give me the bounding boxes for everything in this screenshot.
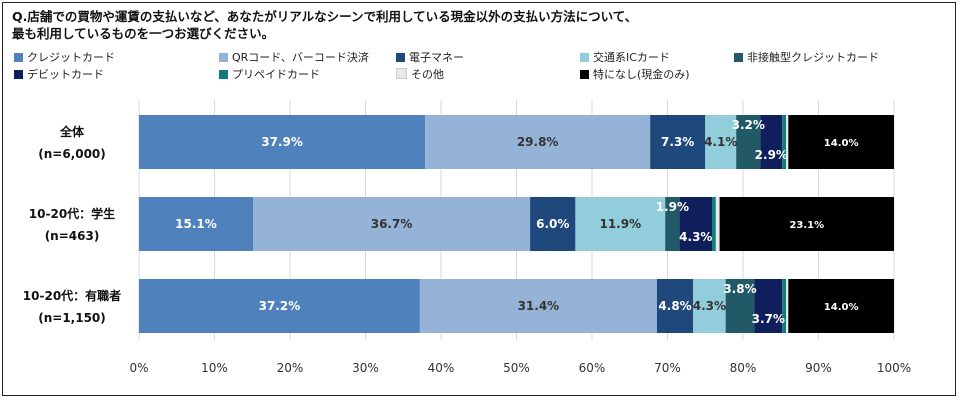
legend-item: 電子マネー: [396, 50, 464, 65]
bar-segment: [719, 197, 894, 251]
bar-segment: [760, 115, 783, 169]
bar-segment: [712, 197, 716, 251]
legend-item: 特になし(現金のみ): [580, 67, 690, 82]
data-label: 36.7%: [371, 217, 413, 231]
legend-item: プリペイドカード: [219, 67, 320, 82]
bar-segment: [139, 279, 420, 333]
bar-segment: [782, 279, 787, 333]
legend-label: プリペイドカード: [232, 68, 320, 81]
data-label: 14.0%: [824, 302, 859, 313]
legend-label: 交通系ICカード: [593, 51, 670, 64]
legend-swatch: [580, 53, 589, 62]
bar-segment: [656, 279, 694, 333]
x-tick-label: 0%: [129, 361, 148, 375]
bar-segment: [679, 197, 713, 251]
x-tick-label: 60%: [579, 361, 606, 375]
data-label: 29.8%: [517, 135, 559, 149]
legend-swatch: [580, 70, 589, 79]
legend-item: その他: [396, 67, 444, 82]
data-label: 4.3%: [679, 230, 712, 244]
bar-segment: [575, 197, 666, 251]
bar-segment: [693, 279, 726, 333]
x-tick-label: 20%: [277, 361, 304, 375]
legend-item: クレジットカード: [14, 50, 115, 65]
legend-label: 電子マネー: [409, 51, 464, 64]
legend: クレジットカード QRコード、バーコード決済 電子マネー 交通系ICカード 非接触型クレ…: [14, 50, 944, 88]
category-label: 全体: [59, 124, 85, 139]
data-label: 4.1%: [704, 135, 737, 149]
legend-label: デビットカード: [27, 68, 104, 81]
x-tick-label: 70%: [654, 361, 681, 375]
x-tick-label: 30%: [352, 361, 379, 375]
x-tick-label: 10%: [201, 361, 228, 375]
data-label: 14.0%: [824, 138, 859, 149]
legend-swatch: [396, 68, 407, 79]
data-label: 15.1%: [175, 217, 217, 231]
bar-segment: [725, 279, 755, 333]
legend-swatch: [219, 53, 228, 62]
data-label: 31.4%: [518, 299, 560, 313]
bar-segment: [650, 115, 706, 169]
x-tick-label: 90%: [805, 361, 832, 375]
chart-title: Q.店舗での買物や運賃の支払いなど、あなたがリアルなシーンで利用している現金以外…: [12, 8, 942, 42]
bar-segment: [139, 115, 426, 169]
category-sublabel: (n=6,000): [38, 147, 106, 161]
x-tick-label: 100%: [877, 361, 911, 375]
bar-segment: [786, 115, 789, 169]
bar-segment: [139, 197, 254, 251]
x-tick-label: 40%: [428, 361, 455, 375]
data-label: 2.9%: [755, 148, 788, 162]
legend-swatch: [14, 53, 23, 62]
bar-segment: [736, 115, 761, 169]
bar-segment: [786, 279, 789, 333]
title-line-2: 最も利用しているものを一つお選びください。: [12, 26, 275, 41]
data-label: 37.9%: [261, 135, 303, 149]
x-tick-label: 50%: [503, 361, 530, 375]
data-label: 7.3%: [661, 135, 694, 149]
data-label: 1.9%: [656, 200, 689, 214]
bar-segment: [754, 279, 783, 333]
bar-segment: [253, 197, 531, 251]
bar-segment: [788, 115, 894, 169]
category-label: 10-20代：有職者: [23, 288, 121, 303]
x-tick-label: 80%: [730, 361, 757, 375]
data-label: 3.2%: [732, 118, 765, 132]
legend-label: クレジットカード: [27, 51, 115, 64]
legend-label: 非接触型クレジットカード: [747, 51, 879, 64]
data-label: 6.0%: [536, 217, 569, 231]
bar-segment: [782, 115, 787, 169]
bar-segment: [715, 197, 720, 251]
bar-segment: [419, 279, 657, 333]
data-label: 4.3%: [693, 299, 726, 313]
bar-segment: [425, 115, 651, 169]
legend-swatch: [219, 70, 228, 79]
legend-swatch: [734, 53, 743, 62]
bar-segment: [530, 197, 576, 251]
bar-segment: [788, 279, 894, 333]
category-sublabel: (n=463): [45, 229, 100, 243]
legend-item: QRコード、バーコード決済: [219, 50, 369, 65]
legend-item: 交通系ICカード: [580, 50, 670, 65]
bar-segment: [705, 115, 737, 169]
title-line-1: Q.店舗での買物や運賃の支払いなど、あなたがリアルなシーンで利用している現金以外…: [12, 9, 638, 24]
data-label: 3.8%: [723, 282, 756, 296]
legend-swatch: [396, 53, 405, 62]
data-label: 3.7%: [752, 312, 785, 326]
legend-swatch: [14, 70, 23, 79]
category-sublabel: (n=1,150): [38, 311, 106, 325]
legend-item: 非接触型クレジットカード: [734, 50, 879, 65]
data-label: 11.9%: [599, 217, 641, 231]
legend-label: QRコード、バーコード決済: [232, 51, 369, 64]
legend-item: デビットカード: [14, 67, 104, 82]
bar-segment: [665, 197, 680, 251]
data-label: 4.8%: [658, 299, 691, 313]
data-label: 23.1%: [789, 220, 824, 231]
legend-label: その他: [411, 68, 444, 81]
legend-label: 特になし(現金のみ): [593, 68, 690, 81]
category-label: 10-20代：学生: [29, 206, 115, 221]
data-label: 37.2%: [259, 299, 301, 313]
